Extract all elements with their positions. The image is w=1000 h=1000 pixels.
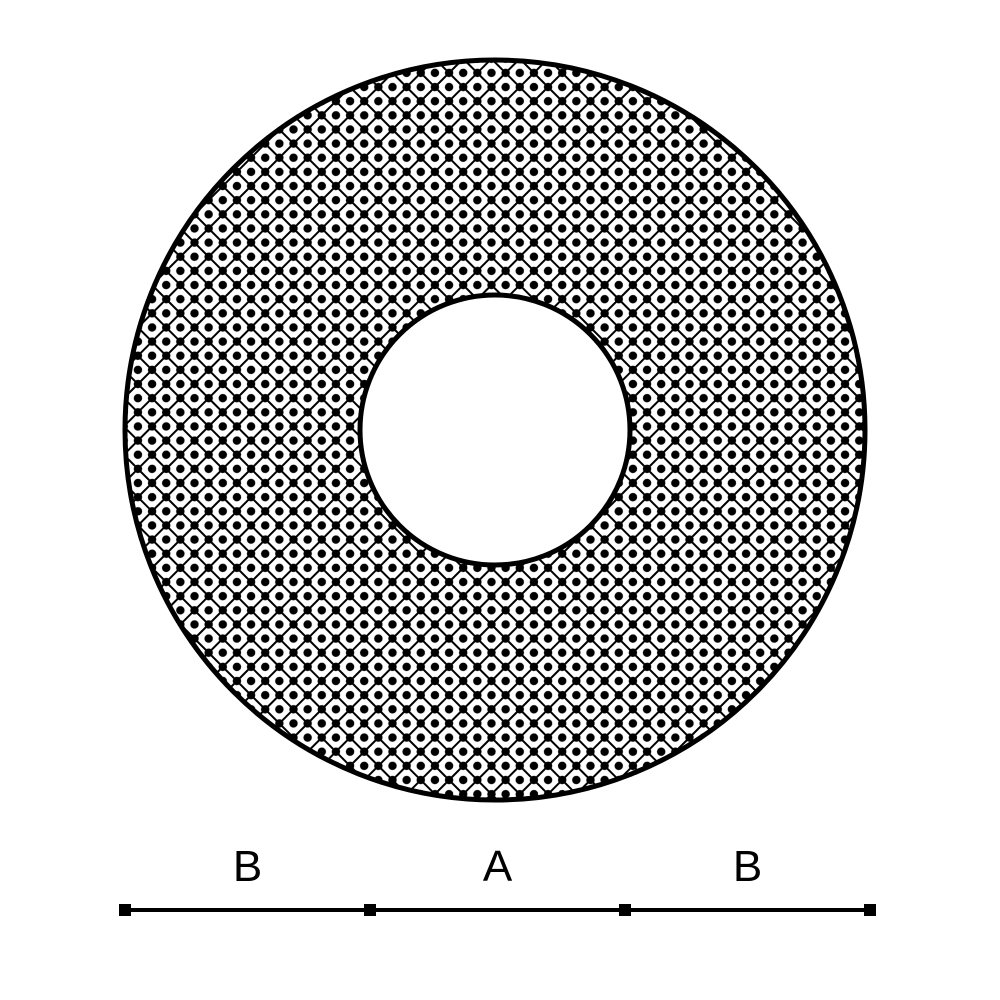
dimension-tick [619,904,631,916]
dimension-tick [119,904,131,916]
dimension-tick [864,904,876,916]
dimension-label-b-left: B [233,842,262,892]
dimension-label-a: A [483,842,512,892]
inner-hole [363,298,628,563]
diagram-canvas: B A B [0,0,1000,1000]
dimension-label-b-right: B [733,842,762,892]
dimension-tick [364,904,376,916]
